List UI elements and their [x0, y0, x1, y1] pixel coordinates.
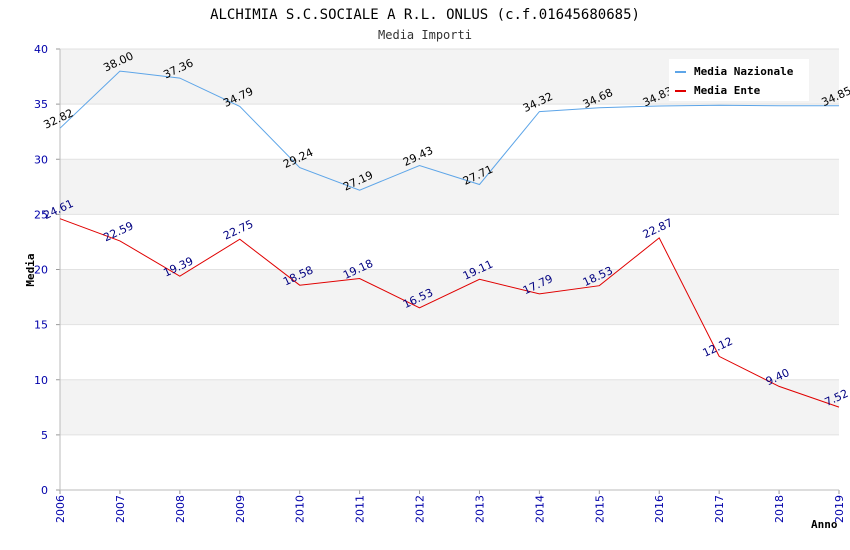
series-line-media-ente [59, 218, 840, 408]
x-tick-label: 2015 [593, 495, 606, 523]
series-line-media-nazionale [59, 70, 839, 191]
y-tick-label: 15 [34, 319, 48, 332]
x-tick-label: 2016 [653, 495, 666, 523]
x-tick-label: 2007 [114, 495, 127, 523]
x-tick-label: 2008 [174, 495, 187, 523]
grid-band [60, 379, 839, 435]
y-tick-label: 10 [34, 374, 48, 387]
x-axis-label: Anno [811, 518, 838, 531]
legend: Media Nazionale Media Ente [669, 59, 809, 101]
y-tick-label: 30 [34, 153, 48, 166]
x-axis-ticks: 2006 2007 2008 2009 2010 2011 2012 2013 2014 2015… [54, 490, 846, 523]
chart-subtitle: Media Importi [378, 28, 472, 42]
legend-label-media-nazionale: Media Nazionale [694, 65, 794, 78]
plot-background [60, 49, 839, 490]
y-tick-label: 20 [34, 264, 48, 277]
series-lines [59, 70, 840, 408]
x-tick-label: 2006 [54, 495, 67, 523]
x-tick-label: 2014 [533, 495, 546, 523]
grid-band [60, 104, 839, 160]
y-tick-label: 35 [34, 98, 48, 111]
grid-band [60, 324, 839, 380]
chart-title: ALCHIMIA S.C.SOCIALE A R.L. ONLUS (c.f.0… [210, 7, 640, 23]
x-tick-label: 2009 [234, 495, 247, 523]
y-tick-label: 25 [34, 208, 48, 221]
x-tick-label: 2013 [473, 495, 486, 523]
y-tick-label: 0 [41, 484, 48, 497]
y-tick-label: 40 [34, 43, 48, 56]
x-tick-label: 2019 [833, 495, 846, 523]
grid-band [60, 159, 839, 215]
x-tick-label: 2018 [773, 495, 786, 523]
x-tick-label: 2011 [354, 495, 367, 523]
x-tick-label: 2017 [713, 495, 726, 523]
x-tick-label: 2012 [414, 495, 427, 523]
y-axis-ticks: 0 5 10 15 20 25 30 35 40 [34, 43, 60, 497]
y-axis-label: Media [24, 253, 37, 286]
y-tick-label: 5 [41, 429, 48, 442]
grid-band [60, 269, 839, 325]
grid-band [60, 434, 839, 490]
legend-box [669, 59, 809, 101]
x-tick-label: 2010 [294, 495, 307, 523]
grid-band [60, 214, 839, 270]
legend-label-media-ente: Media Ente [694, 84, 761, 97]
axes [59, 49, 839, 491]
